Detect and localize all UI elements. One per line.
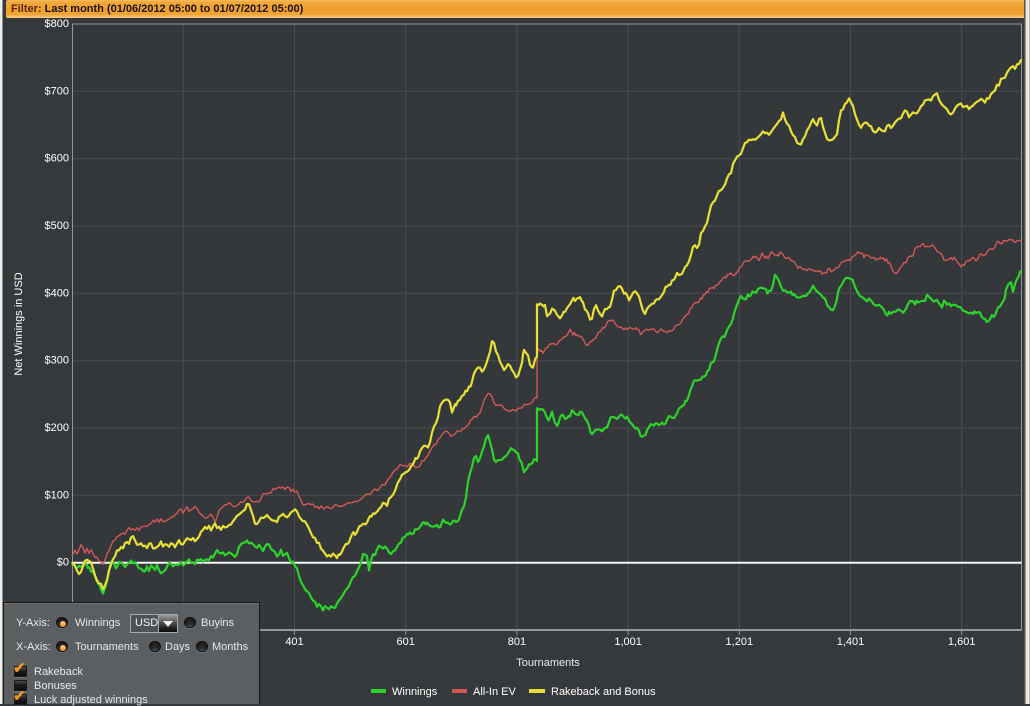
svg-text:All-In EV: All-In EV: [473, 686, 516, 698]
svg-text:$0: $0: [57, 557, 69, 569]
svg-text:601: 601: [397, 636, 415, 648]
svg-text:$300: $300: [45, 355, 69, 367]
svg-text:$500: $500: [45, 220, 69, 232]
svg-text:$600: $600: [45, 153, 69, 165]
svg-text:$800: $800: [45, 18, 69, 30]
svg-text:1,401: 1,401: [837, 636, 865, 648]
svg-text:1,201: 1,201: [726, 636, 754, 648]
svg-text:1,601: 1,601: [948, 636, 976, 648]
svg-text:$200: $200: [45, 422, 69, 434]
svg-text:401: 401: [285, 636, 303, 648]
svg-text:Net Winnings in USD: Net Winnings in USD: [13, 272, 25, 375]
svg-text:$100: $100: [45, 489, 69, 501]
svg-text:1,001: 1,001: [614, 636, 642, 648]
svg-text:Rakeback and Bonus: Rakeback and Bonus: [551, 686, 656, 698]
svg-text:Tournaments: Tournaments: [516, 657, 580, 669]
svg-text:801: 801: [508, 636, 526, 648]
svg-text:$400: $400: [45, 287, 69, 299]
svg-text:$700: $700: [45, 85, 69, 97]
svg-text:Winnings: Winnings: [392, 686, 438, 698]
